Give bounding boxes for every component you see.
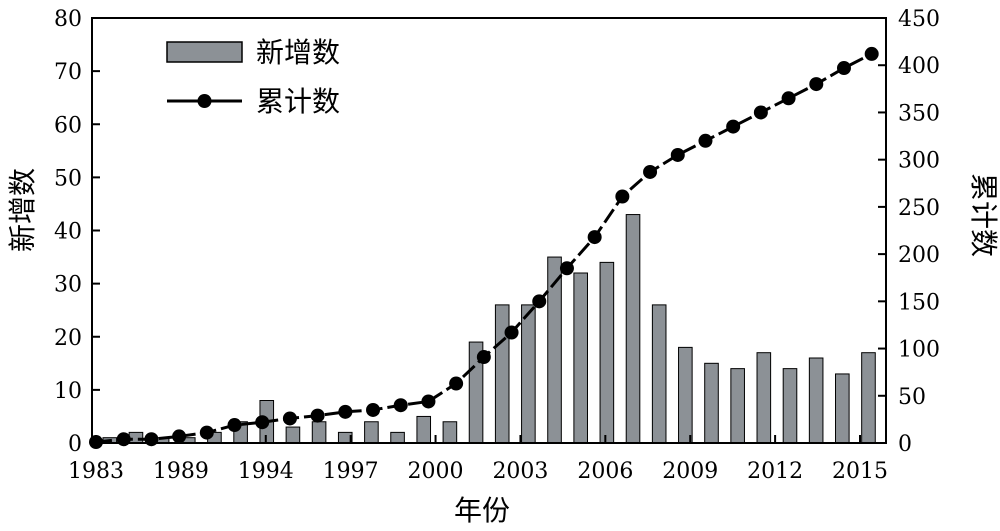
line-point-14 [476,350,491,365]
line-point-6 [255,415,270,430]
line-point-17 [559,261,574,276]
line-point-1 [116,432,131,447]
line-point-5 [227,418,242,433]
x-tick-label-4: 2000 [408,459,464,484]
x-tick-label-7: 2009 [662,459,718,484]
bar-16 [521,304,536,444]
line-point-15 [504,325,519,340]
bar-27 [808,357,824,444]
bars-layer [102,214,876,444]
line-point-27 [836,61,851,76]
line-point-2 [144,432,159,447]
y-left-tick-label-3: 30 [54,273,82,298]
line-point-3 [172,429,187,444]
x-tick-label-1: 1989 [153,459,209,484]
y-left-tick-label-6: 60 [54,113,82,138]
x-tick-label-6: 2006 [577,459,633,484]
bar-12 [416,415,432,444]
line-point-20 [643,164,658,179]
y-left-tick-label-2: 20 [54,326,82,351]
line-point-28 [864,46,879,61]
line-point-16 [532,294,547,309]
bar-10 [364,421,379,444]
line-point-24 [753,105,768,120]
y-axis-left-title: 新增数 [6,168,39,252]
bar-26 [782,368,798,444]
y-right-tick-label-3: 150 [898,290,940,315]
line-point-18 [587,230,602,245]
bar-21 [651,304,667,444]
bar-1 [128,431,144,444]
line-point-4 [199,425,214,440]
y-right-tick-label-8: 400 [898,54,940,79]
y-left-tick-label-5: 50 [54,166,82,191]
line-point-22 [698,133,713,148]
y-right-tick-label-7: 350 [898,101,940,126]
y-left-tick-label-4: 40 [54,220,82,245]
y-left-tick-label-8: 80 [54,7,82,32]
y-right-tick-label-0: 0 [898,432,912,457]
legend-line-marker [197,94,212,108]
bar-8 [311,421,327,444]
y-left-tick-label-1: 10 [54,379,82,404]
x-tick-label-2: 1994 [238,459,294,484]
x-axis-title: 年份 [454,494,510,527]
x-tick-label-8: 2012 [747,459,803,484]
line-point-12 [421,394,436,409]
line-point-21 [670,147,685,162]
line-point-8 [310,408,325,423]
bar-18 [573,272,588,444]
x-tick-label-3: 1997 [323,459,379,484]
x-tick-label-0: 1983 [68,459,124,484]
bar-19 [599,261,615,444]
line-point-23 [726,119,741,134]
bar-24 [730,368,745,444]
bar-29 [861,352,876,444]
bar-28 [835,373,850,444]
legend-bar-swatch [166,41,243,63]
bar-13 [442,421,458,444]
y-right-tick-label-2: 100 [898,338,940,363]
y-left-tick-label-7: 70 [54,60,82,85]
bar-11 [390,431,405,444]
line-point-11 [393,398,408,413]
axes-layer: 0 10 20 30 40 50 60 70 80 0 50 100 150 200 250 300 350 40… [54,7,940,484]
bar-15 [494,304,510,444]
line-point-13 [449,376,464,391]
x-tick-label-5: 2003 [492,459,548,484]
legend: 新增数 累计数 [166,36,340,118]
y-axis-right-title: 累计数 [967,173,1000,257]
bar-20 [625,214,641,444]
legend-line-label: 累计数 [256,85,340,118]
y-right-tick-label-5: 250 [898,196,940,221]
legend-bar-label: 新增数 [256,36,340,69]
bar-7 [285,426,301,444]
line-point-10 [366,402,381,417]
line-point-25 [781,91,796,106]
line-point-9 [338,404,353,419]
x-tick-label-9: 2015 [832,459,888,484]
bar-23 [704,362,719,444]
y-right-tick-label-9: 450 [898,7,940,32]
bar-25 [756,352,772,444]
line-point-7 [282,411,297,426]
line-point-26 [809,77,824,92]
y-right-tick-label-6: 300 [898,149,940,174]
bar-22 [678,346,693,444]
line-point-19 [615,189,630,204]
y-right-tick-label-4: 200 [898,243,940,268]
y-right-tick-label-1: 50 [898,385,926,410]
y-left-tick-label-0: 0 [68,432,82,457]
